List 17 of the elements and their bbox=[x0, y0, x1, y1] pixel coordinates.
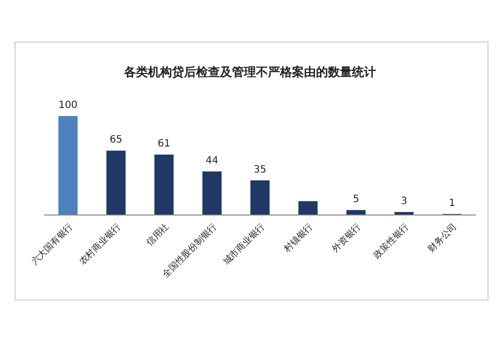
data-label: 3 bbox=[400, 196, 408, 208]
x-tick-label: 六大国有银行 bbox=[29, 221, 76, 268]
data-label: 5 bbox=[352, 194, 360, 206]
data-label: 100 bbox=[58, 100, 78, 111]
data-label: 1 bbox=[448, 198, 456, 210]
data-label: 61 bbox=[158, 138, 170, 150]
x-tick-label: 农村商业银行 bbox=[77, 221, 124, 268]
x-tick-label: 政策性银行 bbox=[372, 221, 412, 261]
chart-title: 各类机构贷后检查及管理不严格案由的数量统计 bbox=[123, 65, 376, 79]
x-tick-label: 财务公司 bbox=[426, 221, 460, 255]
x-tick-label: 信用社 bbox=[144, 221, 172, 248]
data-label: 44 bbox=[206, 155, 218, 166]
data-label: 65 bbox=[110, 134, 122, 146]
data-label: 35 bbox=[254, 164, 266, 176]
x-tick-label: 村镇银行 bbox=[281, 221, 316, 256]
x-tick-label: 城市商业银行 bbox=[220, 221, 268, 268]
x-tick-label: 外资银行 bbox=[330, 221, 364, 255]
